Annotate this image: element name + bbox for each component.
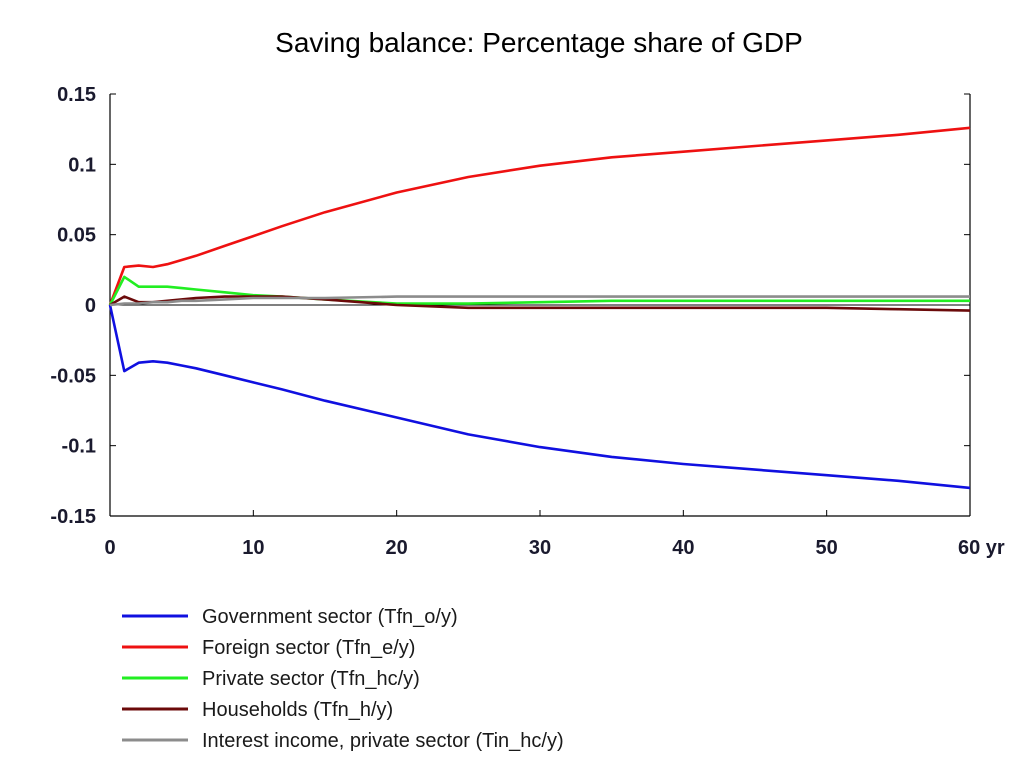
- series-line-2: [108, 126, 971, 306]
- series-line-5: [109, 295, 970, 307]
- x-tick-label: 10: [242, 537, 264, 559]
- legend-label: Interest income, private sector (Tin_hc/…: [202, 730, 564, 752]
- x-tick-label: 50: [816, 537, 838, 559]
- x-tick-label: 30: [529, 537, 551, 559]
- x-tick-label: 40: [672, 537, 694, 559]
- y-tick-label: -0.05: [50, 365, 96, 387]
- series-lines: [108, 126, 971, 490]
- legend: Government sector (Tfn_o/y) Foreign secto…: [122, 606, 564, 752]
- legend-label: Private sector (Tfn_hc/y): [202, 668, 420, 690]
- y-tick-label: 0.15: [57, 84, 96, 106]
- plot-axes: 0.15 0.1 0.05 0 -0.05 -0.1 -0.15 0 10 20 30 40 50 60 …: [50, 84, 1005, 559]
- chart-title: Saving balance: Percentage share of GDP: [275, 27, 803, 58]
- legend-label: Households (Tfn_h/y): [202, 699, 393, 721]
- y-tick-label: 0: [85, 295, 96, 317]
- series-line-1: [108, 304, 971, 490]
- legend-label: Foreign sector (Tfn_e/y): [202, 637, 415, 659]
- x-tick-label: 20: [386, 537, 408, 559]
- y-tick-label: 0.05: [57, 225, 96, 247]
- y-tick-label: -0.1: [62, 436, 96, 458]
- x-tick-label: 60 yr: [958, 537, 1005, 559]
- y-tick-label: 0.1: [68, 154, 96, 176]
- x-tick-label: 0: [104, 537, 115, 559]
- y-tick-label: -0.15: [50, 506, 96, 528]
- series-line-3: [108, 275, 970, 306]
- legend-label: Government sector (Tfn_o/y): [202, 606, 458, 628]
